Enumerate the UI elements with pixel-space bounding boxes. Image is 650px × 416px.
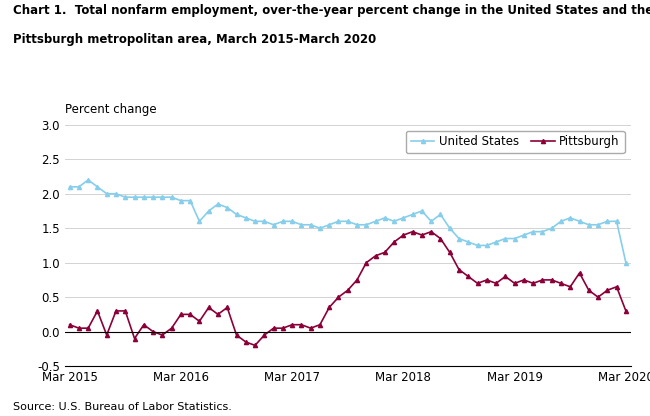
- Pittsburgh: [66, 322, 73, 327]
- Pittsburgh: [566, 284, 574, 289]
- United States: [205, 208, 213, 213]
- Pittsburgh: [372, 253, 380, 258]
- Legend: United States, Pittsburgh: United States, Pittsburgh: [406, 131, 625, 153]
- United States: [187, 198, 194, 203]
- Text: Source: U.S. Bureau of Labor Statistics.: Source: U.S. Bureau of Labor Statistics.: [13, 402, 232, 412]
- United States: [66, 184, 73, 189]
- Line: United States: United States: [68, 178, 628, 265]
- United States: [270, 222, 278, 227]
- Line: Pittsburgh: Pittsburgh: [68, 230, 628, 347]
- Pittsburgh: [177, 312, 185, 317]
- United States: [372, 219, 380, 224]
- United States: [557, 219, 565, 224]
- Text: Chart 1.  Total nonfarm employment, over-the-year percent change in the United S: Chart 1. Total nonfarm employment, over-…: [13, 4, 650, 17]
- Pittsburgh: [251, 343, 259, 348]
- Text: Percent change: Percent change: [65, 104, 157, 116]
- United States: [84, 178, 92, 183]
- Pittsburgh: [622, 308, 630, 313]
- Pittsburgh: [409, 229, 417, 234]
- United States: [622, 260, 630, 265]
- United States: [409, 212, 417, 217]
- Pittsburgh: [418, 233, 426, 238]
- Pittsburgh: [196, 319, 203, 324]
- Text: Pittsburgh metropolitan area, March 2015-March 2020: Pittsburgh metropolitan area, March 2015…: [13, 33, 376, 46]
- Pittsburgh: [270, 326, 278, 331]
